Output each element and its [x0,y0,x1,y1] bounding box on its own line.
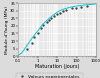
Valeurs expérimentales [43,25,44,26]
Valeurs expérimentales [46,22,47,23]
Loi d'évolution des BPEL [40,26,42,27]
Loi d'évolution des BPEL [87,4,88,5]
Valeurs expérimentales [87,6,88,7]
Valeurs expérimentales [81,6,82,7]
Valeurs expérimentales [37,32,38,33]
Loi d'évolution des BPEL [21,53,22,54]
Loi d'évolution des BPEL [37,31,38,32]
Valeurs expérimentales [56,14,58,15]
Valeurs expérimentales [71,8,72,9]
Loi d'évolution des BPEL [34,34,35,35]
Loi d'évolution des BPEL [17,55,19,56]
Loi d'évolution des BPEL [71,6,72,7]
Loi d'évolution des BPEL [56,12,58,13]
Valeurs expérimentales [49,20,50,21]
Loi d'évolution des BPEL [95,3,97,4]
Loi d'évolution des BPEL [92,4,94,5]
Loi d'évolution des BPEL [63,9,64,10]
Loi d'évolution des BPEL [75,6,76,7]
Valeurs expérimentales [50,18,52,19]
Y-axis label: Module d'Young (MPa): Module d'Young (MPa) [5,6,9,54]
Valeurs expérimentales [40,28,42,29]
Loi d'évolution des BPEL [65,8,66,9]
Valeurs expérimentales [65,9,66,10]
Loi d'évolution des BPEL [49,18,50,19]
Legend: Valeurs expérimentales, Loi d'évolution des BPEL: Valeurs expérimentales, Loi d'évolution … [16,73,83,78]
Loi d'évolution des BPEL [23,50,24,51]
Valeurs expérimentales [59,12,60,13]
Line: Valeurs expérimentales: Valeurs expérimentales [27,6,88,49]
Loi d'évolution des BPEL [46,20,47,21]
Valeurs expérimentales [27,48,28,49]
Valeurs expérimentales [75,7,76,8]
Line: Loi d'évolution des BPEL: Loi d'évolution des BPEL [18,4,96,55]
Loi d'évolution des BPEL [53,14,55,15]
Loi d'évolution des BPEL [27,44,28,45]
Loi d'évolution des BPEL [31,38,32,39]
Valeurs expérimentales [31,42,32,43]
Loi d'évolution des BPEL [59,10,60,11]
Loi d'évolution des BPEL [43,23,44,24]
Loi d'évolution des BPEL [81,5,82,6]
Loi d'évolution des BPEL [50,16,52,17]
Valeurs expérimentales [34,37,35,38]
X-axis label: Maturation (jours): Maturation (jours) [35,64,79,69]
